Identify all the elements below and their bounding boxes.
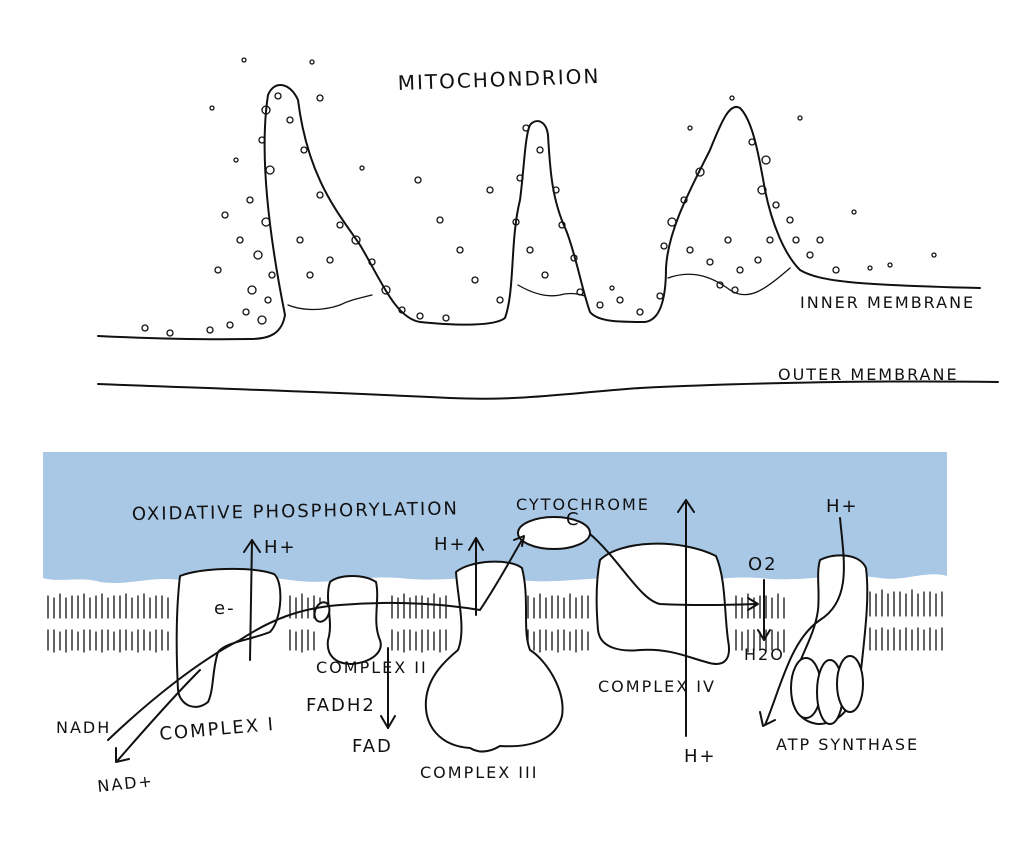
outer-membrane-label: OUTER MEMBRANE: [778, 365, 959, 384]
h2o-label: H2O: [744, 645, 785, 664]
outer-membrane-line: [97, 380, 999, 400]
fadh2-label: FADH2: [306, 695, 376, 716]
inner-membrane-label: INNER MEMBRANE: [800, 293, 975, 312]
h-plus-label-atp: H+: [826, 496, 859, 517]
h-plus-arrowhead-complex1: [243, 539, 261, 553]
lipid-bilayer: [47, 589, 943, 653]
fad-label: FAD: [352, 736, 393, 757]
cytochrome-c-shape: [517, 516, 591, 550]
atp-proton-path: [764, 517, 845, 726]
mitochondrion-panel: MITOCHONDRION INNER MEMBRANE OUTER MEMBR…: [97, 57, 999, 400]
oxidative-phosphorylation-panel: OXIDATIVE PHOSPHORYLATION H+ e- NADH NAD…: [43, 452, 947, 796]
inner-membrane-line: [97, 84, 981, 341]
h-plus-label-complex3: H+: [434, 534, 467, 555]
h-plus-label-complex1: H+: [264, 537, 297, 558]
cristae-fold-3: [667, 267, 791, 296]
nad-plus-label: NAD+: [96, 771, 154, 796]
complex-3-shape: [424, 560, 564, 753]
complex-4-label: COMPLEX IV: [598, 677, 716, 696]
complex-3-label: COMPLEX III: [420, 763, 538, 782]
h-plus-arrowhead-complex4: [677, 499, 695, 513]
nadh-arrow: [117, 669, 201, 761]
nadh-arrowhead: [115, 747, 130, 763]
electron-arrowhead-o2: [747, 597, 759, 611]
complex-1-shape: [175, 567, 282, 708]
cytochrome-c-label-line1: CYTOCHROME: [516, 495, 650, 514]
atp-synthase-head-3: [836, 655, 864, 713]
atp-proton-arrowhead: [759, 711, 776, 727]
nadh-label: NADH: [56, 718, 111, 737]
fadh2-arrowhead: [380, 715, 396, 729]
h-plus-arrow-complex1: [249, 539, 253, 661]
electron-label: e-: [214, 598, 236, 619]
cristae-fold-1: [287, 294, 373, 311]
matrix-stipple-dots: [141, 57, 937, 337]
cristae-fold-2: [517, 284, 586, 297]
o2-arrowhead: [757, 629, 771, 641]
h-plus-label-complex4-bottom: H+: [684, 746, 717, 767]
complex-2-shape: [326, 575, 382, 665]
h-plus-arrowhead-complex3: [468, 537, 484, 551]
complex-2-label: COMPLEX II: [316, 658, 428, 677]
electron-transport-path: [107, 533, 756, 741]
mitochondrion-title: MITOCHONDRION: [397, 64, 600, 95]
o2-label: O2: [748, 554, 778, 575]
atp-synthase-label: ATP SYNTHASE: [776, 735, 919, 754]
cytochrome-c-label-line2: C: [566, 509, 581, 530]
complex-1-label: COMPLEX I: [159, 714, 276, 745]
electron-arrowhead-cytc: [513, 535, 525, 547]
